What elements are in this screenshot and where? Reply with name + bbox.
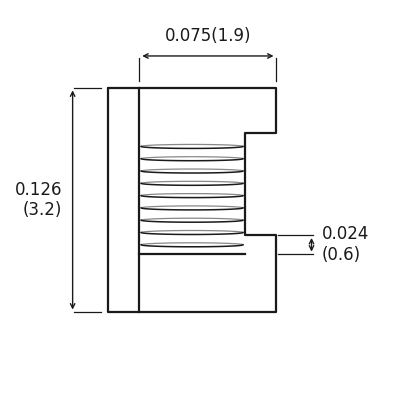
Text: 0.126
(3.2): 0.126 (3.2)	[14, 181, 62, 219]
Text: 0.075(1.9): 0.075(1.9)	[165, 28, 251, 46]
Text: 0.024
(0.6): 0.024 (0.6)	[322, 225, 370, 264]
